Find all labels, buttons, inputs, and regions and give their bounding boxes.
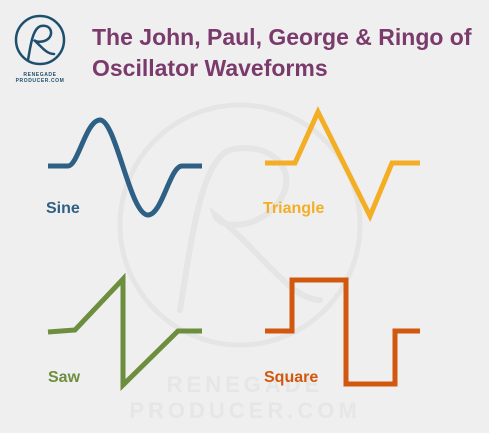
logo-icon	[14, 14, 66, 66]
logo-text: RENEGADE PRODUCER.COM	[15, 72, 65, 84]
square-label: Square	[264, 369, 319, 386]
sine-label: Sine	[46, 200, 80, 217]
triangle-label: Triangle	[263, 200, 325, 217]
watermark-text: RENEGADE PRODUCER.COM	[129, 372, 361, 423]
saw-wave-icon	[47, 272, 202, 391]
title-line-2: Oscillator Waveforms	[92, 55, 328, 81]
sine-wave-icon	[48, 117, 202, 218]
title-line-1: The John, Paul, George & Ringo of	[92, 24, 472, 50]
triangle-wave-icon	[265, 106, 420, 223]
page-title: The John, Paul, George & Ringo of Oscill…	[92, 22, 482, 84]
square-wave-icon	[265, 277, 420, 387]
renegade-producer-logo: RENEGADE PRODUCER.COM	[8, 10, 72, 84]
saw-label: Saw	[48, 369, 81, 386]
